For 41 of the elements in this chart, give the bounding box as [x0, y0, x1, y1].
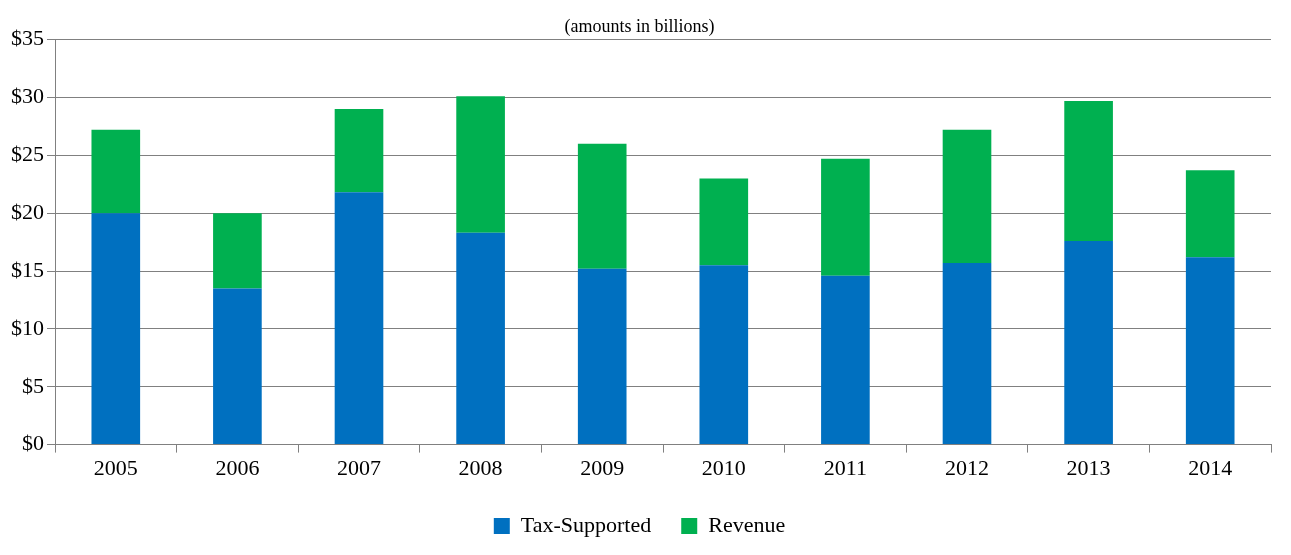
x-tick-label: 2011 [823, 454, 867, 480]
bar [821, 275, 870, 445]
x-tick-label: 2010 [701, 454, 746, 480]
y-tick-label: $20 [11, 198, 44, 224]
bar [1064, 240, 1113, 445]
y-tick-label: $30 [11, 83, 44, 109]
bar [699, 265, 749, 445]
legend-label: Revenue [708, 511, 786, 537]
bar [1185, 170, 1235, 258]
bar [91, 129, 141, 214]
bar [577, 143, 627, 269]
x-tick-label: 2006 [215, 454, 260, 480]
chart-subtitle: (amounts in billions) [564, 15, 715, 37]
bar [456, 96, 505, 233]
bar [1064, 100, 1113, 241]
bar [699, 178, 749, 266]
y-tick-label: $5 [22, 372, 44, 398]
legend-label: Tax-Supported [520, 511, 652, 537]
bar [577, 268, 627, 445]
bar [334, 109, 384, 193]
x-tick-label: 2008 [458, 454, 503, 480]
bar [456, 232, 505, 445]
bar [213, 213, 262, 289]
y-tick-label: $25 [11, 141, 44, 167]
x-tick-label: 2012 [945, 454, 989, 480]
y-tick-label: $10 [11, 314, 44, 340]
bar [334, 192, 384, 445]
bar [1185, 257, 1235, 445]
bar [821, 158, 870, 276]
x-tick-label: 2014 [1188, 454, 1233, 480]
y-tick-label: $0 [22, 430, 44, 456]
y-tick-label: $15 [11, 256, 44, 282]
x-tick-label: 2013 [1066, 454, 1111, 480]
x-tick-label: 2007 [337, 454, 381, 480]
bar [91, 213, 141, 445]
y-tick-label: $35 [11, 25, 44, 51]
bar [942, 262, 992, 445]
x-tick-label: 2005 [93, 454, 138, 480]
x-tick-label: 2009 [580, 454, 625, 480]
bar [213, 288, 262, 445]
bar [942, 129, 992, 263]
